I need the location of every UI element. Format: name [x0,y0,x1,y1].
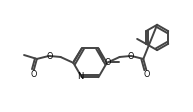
Text: O: O [104,58,111,67]
Text: O: O [47,52,53,60]
Text: O: O [31,70,37,79]
Text: O: O [127,52,134,60]
Text: N: N [78,72,84,81]
Text: O: O [143,70,149,79]
